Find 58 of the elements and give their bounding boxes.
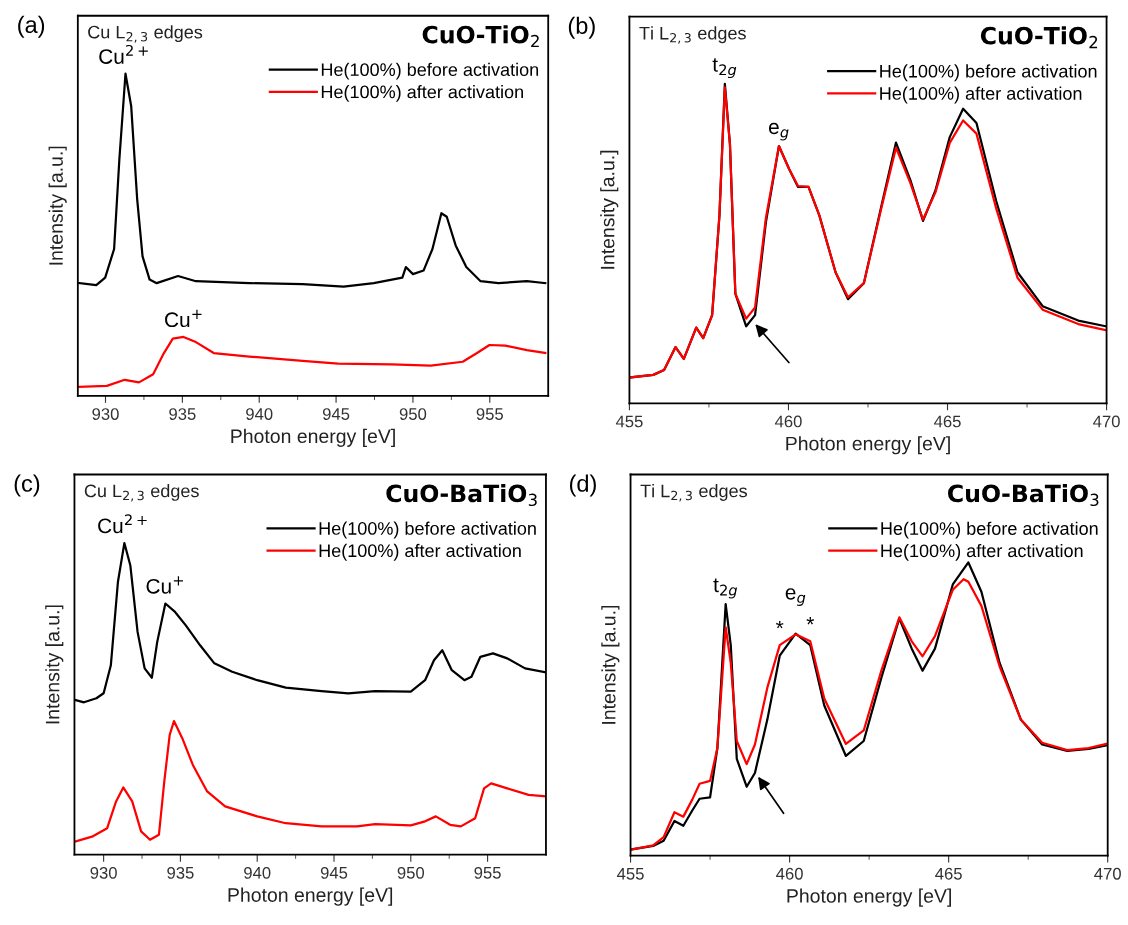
annotation: Cu$^{+}$: [165, 309, 202, 328]
chart-title: CuO-BaTiO$_{3}$: [386, 484, 537, 507]
annotation: t$_{2g}$: [712, 58, 737, 79]
x-tick-label: 460: [776, 867, 803, 880]
x-tick-label: 930: [92, 408, 119, 420]
x-tick-label: 470: [1093, 415, 1120, 428]
x-tick-label: 470: [1094, 867, 1121, 880]
y-axis-title: Intensity [a.u.]: [601, 605, 620, 724]
x-tick-label: 945: [322, 408, 350, 420]
annotation: Cu$^{2+}$: [98, 514, 147, 534]
text: Cu L$_{2,3}$ edges: [88, 25, 203, 43]
legend-label: He(100%) after activation: [880, 86, 1082, 104]
legend-label: He(100%) after activation: [319, 543, 521, 561]
text: (a): [18, 15, 45, 38]
x-tick-label: 950: [399, 408, 427, 420]
legend-label: He(100%) before activation: [881, 521, 1098, 539]
annotation: Cu$^{+}$: [146, 576, 183, 594]
legend-label: He(100%) before activation: [321, 62, 539, 80]
annotation: *: [776, 620, 784, 629]
x-axis-title: Photon energy [eV]: [787, 888, 951, 907]
y-axis-title: Intensity [a.u.]: [45, 605, 64, 724]
legend-label: He(100%) after activation: [881, 543, 1083, 561]
chart-title: CuO-TiO$_{2}$: [422, 25, 539, 48]
x-tick-label: 930: [90, 866, 117, 879]
x-tick-label: 950: [397, 866, 425, 879]
text: (b): [568, 16, 595, 39]
annotation: *: [806, 617, 815, 625]
text: Cu L$_{2,3}$ edges: [84, 484, 199, 502]
text: (c): [14, 474, 40, 497]
x-tick-label: 940: [246, 408, 273, 420]
text: Ti L$_{2,3}$ edges: [640, 484, 747, 502]
x-axis-title: Photon energy [eV]: [231, 428, 395, 447]
x-tick-label: 955: [474, 866, 501, 879]
x-tick-label: 455: [615, 415, 643, 428]
chart-title: CuO-BaTiO$_{3}$: [948, 484, 1099, 507]
text: Ti L$_{2,3}$ edges: [639, 26, 746, 44]
x-axis-title: Photon energy [eV]: [786, 436, 950, 455]
x-tick-label: 955: [476, 408, 503, 420]
x-tick-label: 940: [244, 866, 271, 879]
x-tick-label: 460: [774, 415, 802, 428]
annotation: e$_{g}$: [785, 588, 806, 606]
x-tick-label: 935: [169, 408, 196, 420]
x-tick-label: 935: [167, 866, 194, 879]
legend-label: He(100%) before activation: [880, 64, 1097, 82]
x-tick-label: 465: [935, 867, 962, 880]
annotation: t$_{2g}$: [713, 578, 738, 599]
text: (d): [569, 474, 596, 497]
chart-title: CuO-TiO$_{2}$: [980, 26, 1098, 49]
annotation: e$_{g}$: [768, 122, 789, 141]
x-tick-label: 465: [934, 415, 961, 428]
legend-label: He(100%) after activation: [321, 85, 523, 102]
x-axis-title: Photon energy [eV]: [228, 887, 393, 906]
legend-label: He(100%) before activation: [319, 521, 536, 539]
y-axis-title: Intensity [a.u.]: [600, 150, 619, 269]
y-axis-title: Intensity [a.u.]: [48, 146, 67, 265]
annotation: Cu$^{2+}$: [99, 44, 148, 64]
x-tick-label: 455: [617, 868, 644, 880]
x-tick-label: 945: [320, 866, 348, 879]
